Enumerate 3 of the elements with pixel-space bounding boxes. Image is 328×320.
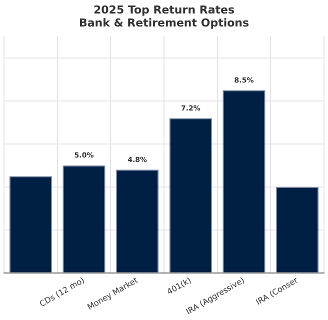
x-tick-label: CDs (12 mo) (38, 276, 86, 309)
chart-subtitle: Bank & Retirement Options (78, 16, 250, 30)
chart-title: 2025 Top Return Rates (93, 3, 235, 16)
